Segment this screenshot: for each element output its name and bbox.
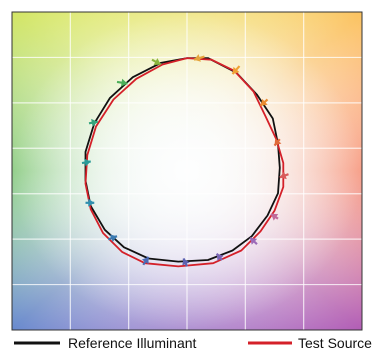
legend: Reference Illuminant Test Source xyxy=(14,335,372,351)
hue-shift-arrow xyxy=(116,78,128,87)
hue-shift-arrow xyxy=(81,158,91,167)
plot-frame xyxy=(11,11,363,331)
hue-shift-arrow xyxy=(249,236,258,245)
hue-shift-arrow xyxy=(231,65,241,75)
hue-shift-arrow xyxy=(85,198,95,207)
legend-label-test: Test Source xyxy=(298,335,372,351)
series-line-reference xyxy=(84,57,281,263)
hue-shift-arrow xyxy=(193,54,205,62)
hue-shift-arrow xyxy=(182,258,190,267)
hue-shift-arrow xyxy=(107,234,118,242)
plot-area xyxy=(11,11,363,331)
hue-shift-arrow xyxy=(259,98,269,107)
hue-shift-arrow xyxy=(141,256,150,266)
legend-label-reference: Reference Illuminant xyxy=(68,335,197,351)
hue-shift-arrow xyxy=(151,58,162,66)
hue-arrows xyxy=(81,54,289,267)
hue-shift-arrow xyxy=(270,213,279,221)
grid xyxy=(12,12,362,330)
hue-shift-arrow xyxy=(279,171,289,180)
hue-shift-arrow xyxy=(88,118,98,127)
hue-shift-arrow xyxy=(215,252,224,261)
series-layer xyxy=(84,57,285,268)
series-line-test xyxy=(84,57,285,268)
hue-shift-arrow xyxy=(273,138,282,147)
